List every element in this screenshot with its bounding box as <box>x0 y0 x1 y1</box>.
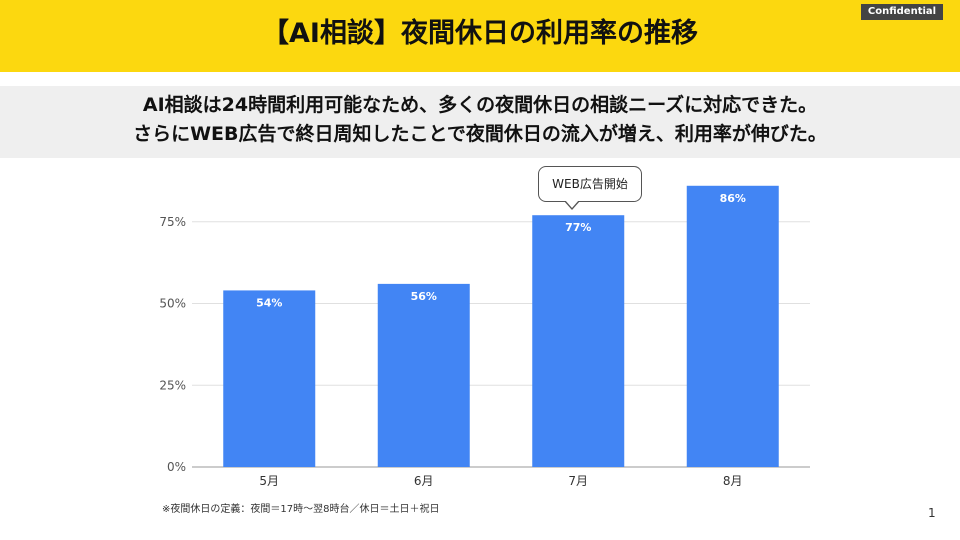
callout-tail-inner <box>565 200 579 208</box>
x-tick-label: 5月 <box>259 474 279 488</box>
x-tick-label: 8月 <box>723 474 743 488</box>
summary-band: AI相談は24時間利用可能なため、多くの夜間休日の相談ニーズに対応できた。 さら… <box>0 86 960 158</box>
bar <box>532 215 625 467</box>
y-tick-label: 25% <box>159 378 186 392</box>
summary-line-2: さらにWEB広告で終日周知したことで夜間休日の流入が増え、利用率が伸びた。 <box>133 123 827 145</box>
bar <box>686 185 779 467</box>
slide-title: 【AI相談】夜間休日の利用率の推移 <box>262 18 698 49</box>
bar <box>377 283 470 467</box>
x-tick-label: 7月 <box>568 474 588 488</box>
y-tick-label: 75% <box>159 215 186 229</box>
y-tick-label: 0% <box>167 460 186 474</box>
y-tick-label: 50% <box>159 297 186 311</box>
callout-box: WEB広告開始 <box>538 166 642 202</box>
footnote: ※夜間休日の定義：夜間＝17時〜翌8時台／休日＝土日＋祝日 <box>162 504 440 515</box>
x-tick-label: 6月 <box>414 474 434 488</box>
data-label: 54% <box>256 296 282 309</box>
page-number: 1 <box>928 506 936 520</box>
data-label: 56% <box>411 290 437 303</box>
header-band <box>0 0 960 72</box>
data-label: 86% <box>720 192 746 205</box>
data-label: 77% <box>565 221 591 234</box>
summary-line-1: AI相談は24時間利用可能なため、多くの夜間休日の相談ニーズに対応できた。 <box>142 94 818 116</box>
bar <box>223 290 316 467</box>
confidential-badge: Confidential <box>861 4 943 20</box>
